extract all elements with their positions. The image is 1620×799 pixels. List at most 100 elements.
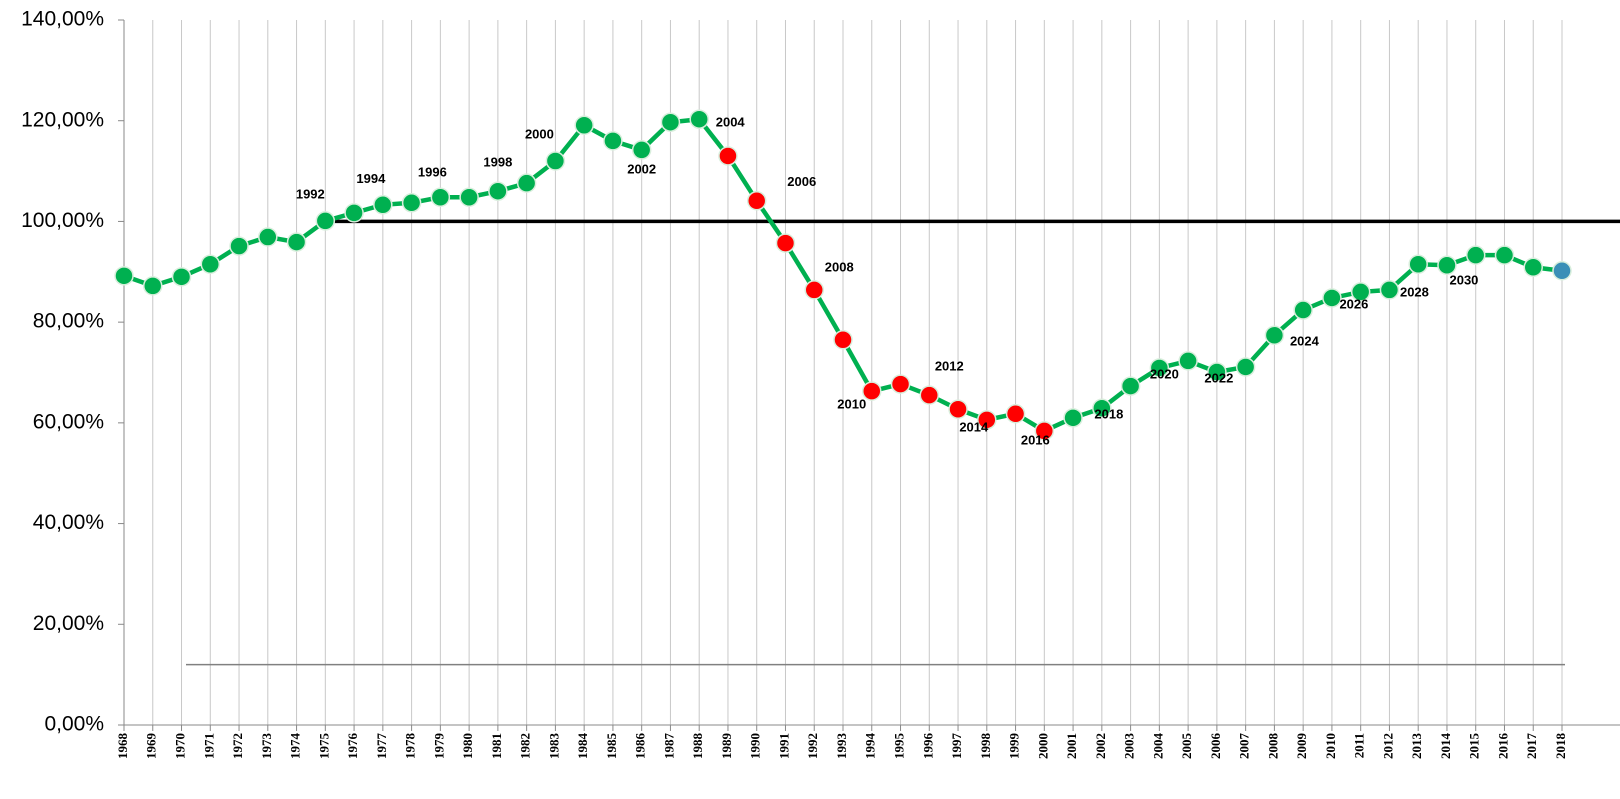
x-tick-label: 1985 [604, 733, 619, 760]
x-tick-label: 1976 [345, 733, 360, 760]
data-point [833, 330, 853, 350]
x-tick-label: 1979 [431, 733, 446, 760]
x-tick-label: 1968 [115, 733, 130, 760]
x-tick-label: 1990 [748, 733, 763, 759]
annotation: 2002 [627, 161, 656, 176]
x-tick-label: 1972 [230, 733, 245, 759]
x-tick-label: 2000 [1035, 733, 1050, 759]
x-tick-label: 1989 [719, 733, 734, 760]
y-tick-label: 140,00% [21, 8, 104, 31]
y-tick-label: 120,00% [21, 108, 104, 131]
annotation: 2014 [959, 419, 989, 434]
data-point [373, 195, 393, 215]
data-point [948, 399, 968, 420]
x-tick-label: 1996 [920, 733, 935, 760]
data-point [1523, 257, 1543, 278]
data-point [804, 280, 824, 300]
data-point [1437, 255, 1457, 275]
x-tick-label: 1984 [575, 733, 590, 760]
x-tick-label: 2011 [1352, 733, 1367, 758]
data-point [603, 131, 623, 151]
x-tick-label: 1978 [403, 733, 418, 760]
x-tick-label: 2002 [1093, 733, 1108, 759]
data-point [689, 109, 709, 129]
data-point [718, 146, 738, 166]
data-point [1005, 404, 1026, 424]
data-point [344, 203, 364, 223]
data-point [1350, 282, 1371, 302]
annotation: 2012 [935, 359, 964, 374]
x-tick-label: 1970 [173, 733, 188, 759]
x-tick-label: 2017 [1524, 733, 1539, 760]
x-tick-label: 2005 [1179, 733, 1194, 760]
data-point [229, 236, 249, 256]
x-tick-label: 1998 [978, 733, 993, 760]
x-tick-label: 1983 [546, 733, 561, 760]
data-point [1092, 398, 1112, 419]
x-tick-label: 1997 [949, 733, 964, 760]
x-tick-label: 2007 [1237, 733, 1252, 760]
data-point [660, 112, 681, 132]
data-point [1120, 376, 1141, 396]
x-tick-label: 2001 [1064, 733, 1079, 759]
x-tick-label: 2006 [1208, 733, 1223, 760]
data-point [1322, 288, 1342, 308]
data-point [1063, 408, 1083, 428]
data-point [430, 187, 451, 208]
annotation: 2024 [1290, 334, 1320, 349]
data-point [775, 233, 796, 253]
data-point [1379, 280, 1400, 300]
x-tick-label: 2013 [1409, 733, 1424, 760]
annotation: 2020 [1150, 366, 1179, 381]
y-tick-label: 40,00% [33, 511, 104, 534]
data-point [862, 381, 882, 401]
data-point [114, 266, 134, 286]
x-tick-label: 1993 [834, 733, 849, 760]
data-point [1494, 245, 1515, 265]
data-point [1235, 357, 1256, 377]
data-point [1408, 254, 1428, 274]
data-point [1264, 325, 1285, 345]
x-tick-label: 1987 [661, 733, 676, 760]
x-tick-label: 1986 [633, 733, 648, 760]
annotation: 1994 [356, 171, 386, 186]
data-point [545, 151, 566, 171]
annotation: 1992 [296, 186, 325, 201]
annotation: 2028 [1400, 284, 1429, 299]
x-tick-label: 1992 [805, 733, 820, 759]
x-tick-label: 2018 [1553, 733, 1568, 760]
data-point [1552, 261, 1572, 281]
x-tick-label: 2014 [1438, 733, 1453, 760]
x-tick-label: 1995 [892, 733, 907, 760]
x-tick-label: 1981 [489, 733, 504, 759]
data-point [286, 232, 307, 252]
x-tick-label: 2008 [1265, 733, 1280, 760]
x-tick-label: 1971 [201, 733, 216, 759]
y-tick-label: 80,00% [33, 310, 104, 333]
data-point [258, 227, 278, 247]
data-point [890, 374, 911, 394]
y-tick-label: 60,00% [33, 410, 104, 433]
x-tick-label: 1969 [144, 733, 159, 760]
data-point [1178, 351, 1198, 371]
y-tick-label: 0,00% [44, 713, 104, 736]
x-tick-label: 1974 [288, 733, 303, 760]
x-tick-label: 1973 [259, 733, 274, 760]
data-point [1149, 358, 1170, 378]
x-tick-label: 2003 [1122, 733, 1137, 760]
x-tick-label: 2016 [1495, 733, 1510, 760]
data-point [143, 276, 163, 296]
data-point [171, 267, 192, 287]
x-tick-label: 1999 [1007, 733, 1022, 760]
annotation: 2022 [1204, 370, 1233, 385]
data-point [200, 254, 221, 274]
annotation: 2018 [1094, 407, 1123, 422]
data-point [746, 191, 767, 211]
data-point [919, 385, 940, 405]
data-point [1034, 421, 1055, 441]
annotation: 2030 [1449, 273, 1478, 288]
data-point [1207, 362, 1227, 382]
x-tick-label: 2009 [1294, 733, 1309, 760]
annotation: 2004 [716, 115, 746, 130]
